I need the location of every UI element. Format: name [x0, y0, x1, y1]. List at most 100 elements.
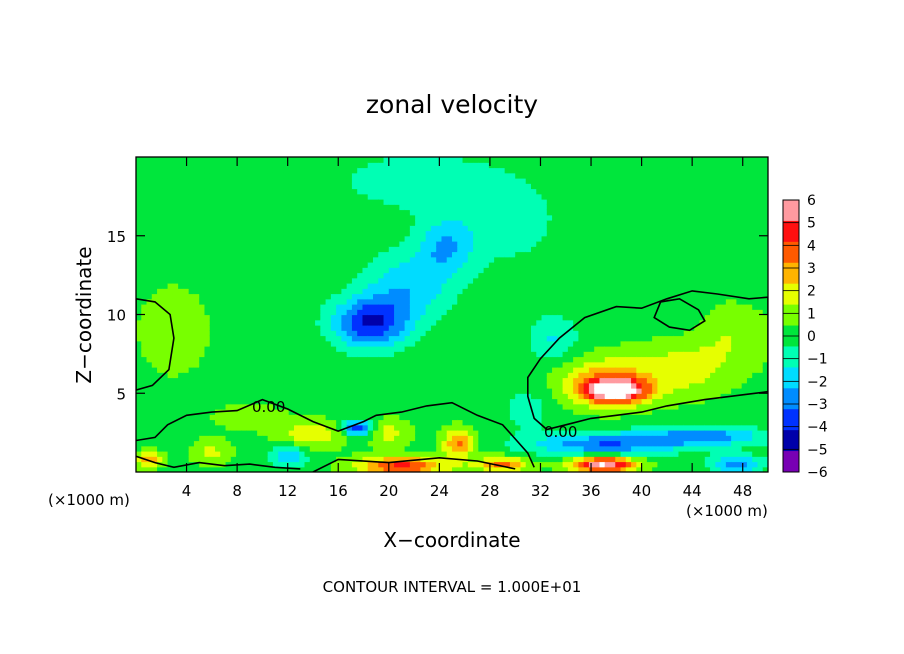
heatmap-cell: [383, 309, 390, 316]
heatmap-cell: [162, 330, 169, 337]
heatmap-cell: [257, 466, 263, 472]
heatmap-cell: [399, 466, 406, 472]
heatmap-cell: [351, 214, 358, 221]
heatmap-cell: [346, 424, 353, 431]
heatmap-cell: [241, 162, 248, 169]
heatmap-cell: [488, 193, 495, 200]
heatmap-cell: [499, 309, 506, 316]
heatmap-cell: [193, 440, 200, 447]
heatmap-cell: [520, 325, 527, 331]
heatmap-cell: [241, 398, 248, 405]
heatmap-cell: [546, 256, 553, 263]
heatmap-cell: [536, 204, 543, 211]
heatmap-cell: [220, 346, 227, 352]
heatmap-cell: [557, 235, 564, 242]
heatmap-cell: [536, 424, 543, 431]
heatmap-cell: [146, 372, 153, 379]
heatmap-cell: [531, 440, 537, 447]
heatmap-cell: [478, 283, 485, 289]
heatmap-cell: [336, 403, 342, 410]
heatmap-cell: [394, 466, 400, 472]
heatmap-cell: [430, 220, 437, 226]
heatmap-cell: [378, 256, 385, 263]
heatmap-cell: [162, 414, 169, 421]
heatmap-cell: [183, 262, 190, 268]
heatmap-cell: [162, 325, 169, 331]
heatmap-cell: [536, 435, 543, 442]
heatmap-cell: [483, 388, 490, 394]
heatmap-cell: [157, 235, 163, 242]
heatmap-cell: [262, 414, 269, 421]
heatmap-cell: [267, 440, 274, 447]
heatmap-cell: [399, 230, 406, 237]
heatmap-cell: [309, 403, 316, 410]
heatmap-cell: [552, 246, 558, 253]
heatmap-cell: [272, 398, 279, 405]
heatmap-cell: [494, 267, 500, 274]
heatmap-cell: [462, 335, 469, 342]
heatmap-cell: [309, 167, 316, 174]
heatmap-cell: [215, 251, 221, 258]
heatmap-cell: [420, 283, 427, 289]
heatmap-cell: [552, 466, 558, 472]
heatmap-cell: [230, 377, 237, 384]
heatmap-cell: [436, 288, 443, 295]
heatmap-cell: [294, 267, 300, 274]
heatmap-cell: [257, 377, 263, 384]
heatmap-cell: [151, 304, 158, 310]
heatmap-cell: [367, 193, 374, 200]
heatmap-cell: [172, 367, 179, 373]
heatmap-cell: [294, 157, 300, 163]
heatmap-cell: [436, 398, 443, 405]
heatmap-cell: [146, 335, 153, 342]
heatmap-cell: [546, 398, 553, 405]
heatmap-cell: [325, 157, 332, 163]
heatmap-cell: [267, 309, 274, 316]
heatmap-cell: [262, 204, 269, 211]
heatmap-cell: [520, 235, 527, 242]
heatmap-cell: [567, 277, 574, 284]
heatmap-cell: [262, 162, 269, 169]
heatmap-cell: [272, 356, 279, 363]
heatmap-cell: [509, 256, 516, 263]
heatmap-cell: [441, 267, 448, 274]
heatmap-cell: [420, 293, 427, 300]
heatmap-cell: [404, 361, 411, 368]
heatmap-cell: [162, 246, 169, 253]
heatmap-cell: [525, 393, 532, 400]
heatmap-cell: [357, 414, 364, 421]
heatmap-cell: [141, 167, 148, 174]
heatmap-cell: [341, 277, 348, 284]
heatmap-cell: [141, 246, 148, 253]
heatmap-cell: [483, 256, 490, 263]
heatmap-cell: [357, 256, 364, 263]
heatmap-cell: [567, 157, 574, 163]
heatmap-cell: [462, 445, 469, 452]
heatmap-cell: [251, 440, 258, 447]
heatmap-cell: [409, 204, 416, 211]
heatmap-cell: [315, 162, 321, 169]
heatmap-cell: [178, 351, 184, 358]
heatmap-cell: [546, 288, 553, 295]
heatmap-cell: [136, 283, 142, 289]
heatmap-cell: [204, 209, 211, 216]
heatmap-cell: [515, 188, 522, 195]
heatmap-cell: [378, 393, 385, 400]
heatmap-cell: [420, 267, 427, 274]
heatmap-cell: [204, 162, 211, 169]
heatmap-cell: [467, 267, 474, 274]
heatmap-cell: [452, 214, 458, 221]
heatmap-cell: [351, 199, 358, 205]
heatmap-cell: [141, 309, 148, 316]
heatmap-cell: [272, 351, 279, 358]
heatmap-cell: [199, 262, 206, 268]
heatmap-cell: [162, 382, 169, 389]
heatmap-cell: [241, 340, 248, 347]
heatmap-cell: [473, 398, 479, 405]
heatmap-cell: [536, 325, 543, 331]
heatmap-cell: [167, 183, 174, 190]
heatmap-cell: [536, 214, 543, 221]
heatmap-cell: [473, 199, 479, 205]
heatmap-cell: [199, 424, 206, 431]
heatmap-cell: [494, 214, 500, 221]
